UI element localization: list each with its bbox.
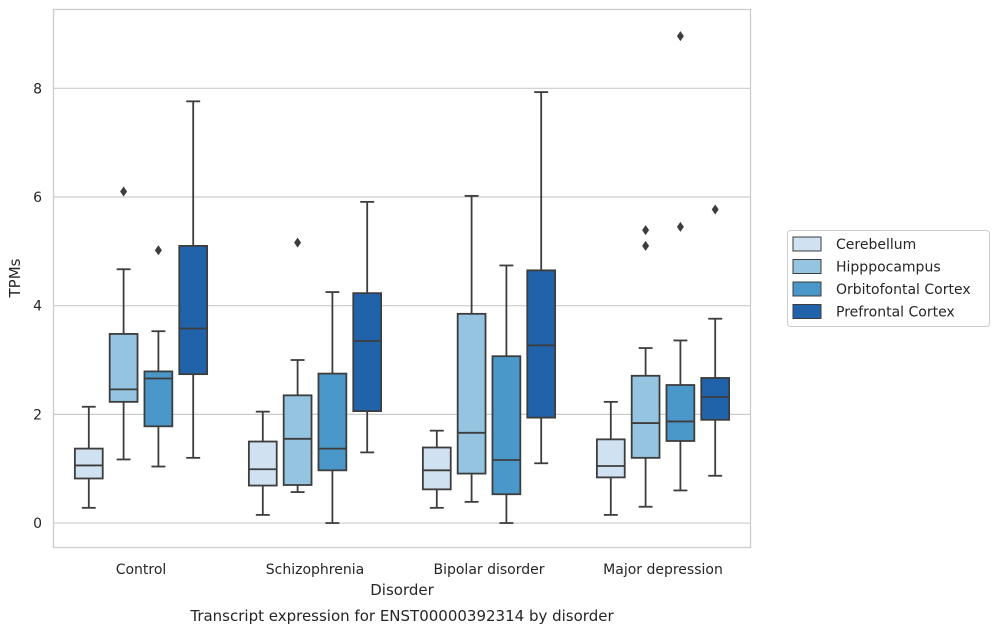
box-body	[700, 377, 731, 421]
box-body	[178, 244, 209, 376]
box-3-1	[352, 200, 383, 454]
y-tick-label-2: 2	[33, 407, 42, 423]
box-1-3	[630, 225, 661, 508]
box-body	[247, 440, 278, 487]
box-0-3	[595, 400, 626, 516]
outlier-point-0	[120, 186, 128, 197]
box-body	[352, 292, 383, 412]
box-0-0	[73, 405, 104, 509]
legend-swatch-3	[792, 304, 822, 319]
box-0-1	[247, 410, 278, 516]
legend-swatch-0	[792, 236, 822, 252]
box-body	[630, 374, 661, 459]
x-axis-label: Disorder	[370, 581, 434, 599]
y-tick-label-4: 4	[33, 299, 42, 315]
outlier-point-1	[676, 31, 684, 42]
box-1-0	[108, 186, 139, 461]
plot-area-frame	[52, 8, 752, 549]
y-tick-label-0: 0	[33, 516, 42, 532]
box-body	[595, 438, 626, 479]
chart-title: Transcript expression for ENST0000039231…	[189, 607, 614, 625]
legend-label-1: Hipppocampus	[836, 260, 941, 276]
outlier-point-0	[294, 237, 302, 248]
outlier-point-0	[711, 204, 719, 215]
box-body	[143, 370, 174, 428]
box-2-1	[317, 291, 348, 524]
box-body	[317, 372, 348, 472]
box-body	[282, 394, 313, 486]
box-body	[421, 446, 452, 491]
x-tick-label-3: Major depression	[603, 562, 723, 578]
box-body	[491, 355, 522, 496]
box-1-2	[456, 194, 487, 503]
legend-label-3: Prefrontal Cortex	[836, 305, 955, 321]
legend-swatch-2	[792, 281, 822, 297]
legend-label-0: Cerebellum	[836, 237, 916, 253]
legend-swatch-1	[792, 259, 822, 274]
x-axis-ticks: Control Schizophrenia Bipolar disorder Majo…	[116, 562, 723, 578]
x-tick-label-1: Schizophrenia	[266, 562, 364, 578]
legend-frame	[787, 230, 990, 327]
box-body	[108, 333, 139, 403]
box-3-2	[526, 91, 557, 465]
y-axis-label: TPMs	[6, 258, 24, 298]
series-0	[73, 400, 626, 516]
outlier-point-0	[154, 245, 162, 256]
box-series	[73, 31, 731, 524]
outlier-point-1	[642, 225, 650, 236]
box-1-1	[282, 237, 313, 493]
box-body	[526, 269, 557, 419]
series-3	[178, 91, 731, 477]
box-3-3	[700, 204, 731, 477]
box-body	[73, 447, 104, 480]
box-2-2	[491, 264, 522, 524]
series-1	[108, 186, 661, 508]
y-tick-label-8: 8	[33, 81, 42, 97]
box-body	[665, 384, 696, 442]
outlier-point-0	[642, 240, 650, 251]
series-2	[143, 31, 696, 524]
box-body	[456, 312, 487, 475]
outlier-point-0	[676, 221, 684, 232]
box-2-3	[665, 31, 696, 492]
y-tick-label-6: 6	[33, 190, 42, 206]
x-tick-label-0: Control	[116, 562, 167, 578]
box-0-2	[421, 429, 452, 509]
box-2-0	[143, 245, 174, 468]
x-tick-label-2: Bipolar disorder	[433, 562, 544, 578]
legend: Cerebellum Hipppocampus Orbitofontal Corte…	[787, 230, 990, 327]
legend-label-2: Orbitofontal Cortex	[836, 282, 971, 298]
box-3-0	[178, 100, 209, 459]
y-axis-ticks: 0 2 4 6 8	[33, 81, 42, 532]
